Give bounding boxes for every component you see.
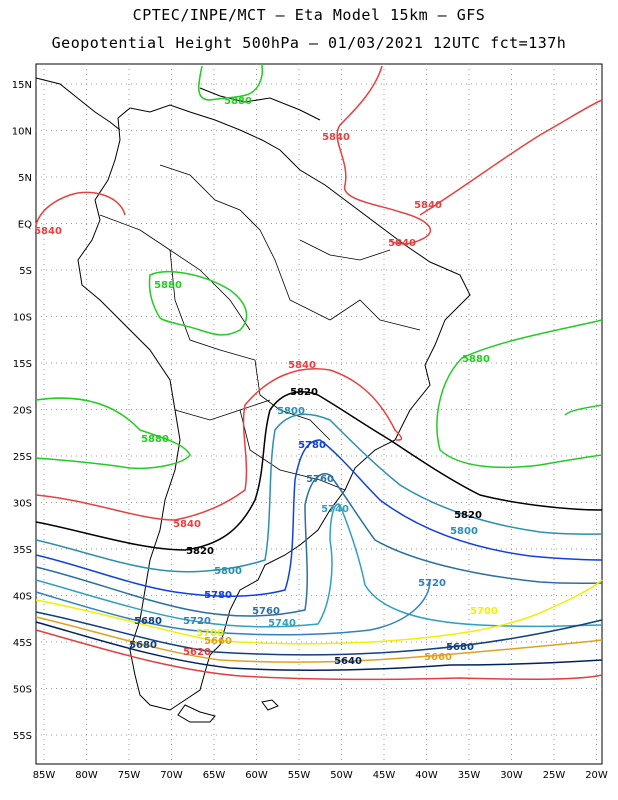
contour-label: 5700 bbox=[196, 628, 224, 639]
lon-tick-label: 20W bbox=[585, 770, 608, 781]
central-america-coast bbox=[35, 77, 121, 131]
contour-label: 5660 bbox=[424, 652, 452, 663]
contour-label: 5740 bbox=[321, 504, 349, 515]
lat-tick-label: 40S bbox=[13, 592, 32, 603]
contour-label: 5620 bbox=[183, 647, 211, 658]
contour-5640 bbox=[35, 621, 603, 671]
contour-5840-north bbox=[336, 65, 432, 245]
axis-ticks: 15N 10N 5N EQ 5S 10S 15S 20S 25S 30S 35S 40S 45S 50S 5… bbox=[12, 80, 608, 781]
geopotential-contours bbox=[35, 63, 603, 681]
map-frame bbox=[35, 63, 603, 765]
contour-label: 5800 bbox=[277, 406, 305, 417]
falklands bbox=[261, 699, 279, 711]
lat-tick-label: 35S bbox=[13, 545, 32, 556]
contour-5840-south bbox=[35, 368, 403, 521]
south-america-coastline bbox=[77, 104, 471, 711]
lat-tick-label: 25S bbox=[13, 452, 32, 463]
lon-tick-label: 65W bbox=[203, 770, 226, 781]
contour-label: 5840 bbox=[388, 238, 416, 249]
title-line-2: Geopotential Height 500hPa – 01/03/2021 … bbox=[51, 34, 567, 52]
contour-label: 5840 bbox=[34, 226, 62, 237]
contour-label: 5640 bbox=[334, 656, 362, 667]
contour-label: 5660 bbox=[204, 636, 232, 647]
contour-label: 5760 bbox=[306, 474, 334, 485]
contour-label: 5740 bbox=[268, 618, 296, 629]
title-line-1: CPTEC/INPE/MCT – Eta Model 15km – GFS bbox=[132, 6, 486, 24]
lon-tick-label: 50W bbox=[330, 770, 353, 781]
lon-tick-label: 30W bbox=[500, 770, 523, 781]
lat-tick-label: 10N bbox=[12, 127, 32, 138]
lat-tick-label: 50S bbox=[13, 685, 32, 696]
lon-tick-label: 80W bbox=[75, 770, 98, 781]
contour-5820 bbox=[35, 391, 603, 551]
contour-5760 bbox=[35, 473, 603, 617]
lon-tick-label: 40W bbox=[415, 770, 438, 781]
contour-5660 bbox=[35, 616, 603, 663]
contour-label: 5840 bbox=[173, 519, 201, 530]
contour-label: 5780 bbox=[298, 440, 326, 451]
lon-tick-label: 85W bbox=[33, 770, 56, 781]
caribbean-coast bbox=[199, 87, 321, 121]
contour-5720 bbox=[35, 579, 431, 636]
contour-label: 5780 bbox=[204, 590, 232, 601]
contour-label: 5880 bbox=[224, 96, 252, 107]
contour-label: 5840 bbox=[288, 360, 316, 371]
lat-tick-label: 15N bbox=[12, 80, 32, 91]
contour-label: 5680 bbox=[129, 640, 157, 651]
lon-tick-label: 55W bbox=[288, 770, 311, 781]
contour-label: 5880 bbox=[141, 434, 169, 445]
lat-tick-label: 55S bbox=[13, 731, 32, 742]
contour-label: 5840 bbox=[414, 200, 442, 211]
contour-label: 5880 bbox=[154, 280, 182, 291]
lat-tick-label: 5N bbox=[18, 173, 32, 184]
contour-label: 5820 bbox=[454, 510, 482, 521]
lon-tick-label: 45W bbox=[373, 770, 396, 781]
contour-label: 5820 bbox=[186, 546, 214, 557]
lon-tick-label: 60W bbox=[245, 770, 268, 781]
contour-label: 5680 bbox=[134, 616, 162, 627]
contour-5880-north bbox=[198, 63, 264, 101]
contour-label: 5840 bbox=[322, 132, 350, 143]
contour-5700 bbox=[35, 579, 603, 645]
country-borders bbox=[99, 164, 421, 491]
contour-labels: 5880 5840 5840 5840 5840 5880 5880 5880 5840 5820… bbox=[34, 96, 498, 667]
contour-5880-pacific bbox=[35, 397, 191, 470]
contour-5880-atlantic-2 bbox=[564, 404, 603, 416]
contour-5880-atlantic bbox=[436, 319, 603, 469]
contour-label: 5720 bbox=[418, 578, 446, 589]
lat-tick-label: EQ bbox=[18, 220, 32, 231]
coastlines bbox=[35, 77, 471, 723]
lon-tick-label: 70W bbox=[160, 770, 183, 781]
contour-5840-east bbox=[419, 99, 603, 216]
contour-5880-amazon bbox=[148, 271, 248, 336]
contour-label: 5880 bbox=[462, 354, 490, 365]
contour-5620 bbox=[35, 629, 603, 681]
lon-tick-label: 35W bbox=[458, 770, 481, 781]
lat-tick-label: 45S bbox=[13, 638, 32, 649]
contour-5780 bbox=[35, 439, 603, 598]
contour-5740 bbox=[35, 503, 603, 628]
contour-label: 5820 bbox=[290, 387, 318, 398]
lat-tick-label: 5S bbox=[19, 266, 32, 277]
tierra-del-fuego bbox=[177, 704, 216, 723]
contour-label: 5680 bbox=[446, 642, 474, 653]
lat-tick-label: 15S bbox=[13, 359, 32, 370]
lon-tick-label: 25W bbox=[543, 770, 566, 781]
lat-tick-label: 10S bbox=[13, 313, 32, 324]
contour-label: 5800 bbox=[450, 526, 478, 537]
lat-tick-label: 30S bbox=[13, 499, 32, 510]
lat-tick-label: 20S bbox=[13, 406, 32, 417]
contour-5800 bbox=[35, 413, 603, 573]
contour-label: 5700 bbox=[470, 606, 498, 617]
contour-5840-west bbox=[35, 191, 126, 226]
contour-label: 5760 bbox=[252, 606, 280, 617]
contour-5680 bbox=[35, 611, 603, 656]
lon-tick-label: 75W bbox=[118, 770, 141, 781]
contour-label: 5800 bbox=[214, 566, 242, 577]
contour-label: 5720 bbox=[183, 616, 211, 627]
